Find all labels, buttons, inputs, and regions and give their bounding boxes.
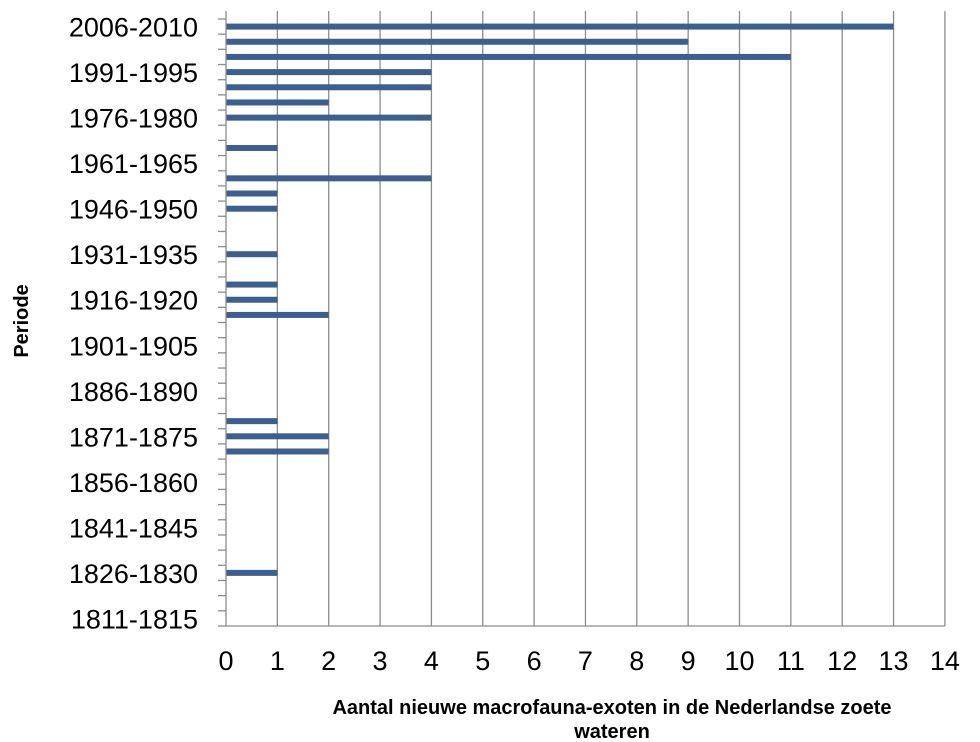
y-tick-label: 1946-1950	[69, 195, 198, 225]
bar-1976-1980	[226, 114, 432, 121]
bar-1916-1920	[226, 296, 278, 303]
y-tick-label: 1841-1845	[69, 513, 198, 543]
bar-1981-1985	[226, 99, 329, 106]
y-tick-label: 1886-1890	[69, 377, 198, 407]
x-tick-label: 11	[777, 646, 805, 676]
x-tick-label: 5	[475, 646, 490, 676]
x-tick-labels: 0 1 2 3 4 5 6 7 8 9 10 11 12 13 14	[218, 646, 959, 676]
y-tick-label: 1811-1815	[71, 604, 198, 634]
x-axis-title-line1: Aantal nieuwe macrofauna-exoten in de Ne…	[332, 697, 891, 719]
bar-1946-1950	[226, 205, 278, 212]
bars	[226, 23, 894, 576]
x-tick-label: 10	[724, 646, 754, 676]
bar-1871-1875	[226, 433, 329, 440]
bar-1931-1935	[226, 251, 278, 258]
y-tick-label: 1916-1920	[69, 286, 198, 316]
bar-1921-1925	[226, 281, 278, 288]
gridlines	[276, 11, 946, 626]
x-tick-label: 1	[270, 646, 285, 676]
bar-1826-1830	[226, 569, 278, 576]
bar-2006-2010	[226, 23, 894, 30]
bar-1956-1960	[226, 175, 432, 182]
x-tick-label: 12	[827, 646, 857, 676]
x-tick-label: 9	[681, 646, 696, 676]
bar-1991-1995	[226, 69, 432, 76]
x-tick-label: 13	[879, 646, 909, 676]
x-tick-label: 3	[373, 646, 388, 676]
y-axis-title: Periode	[11, 284, 33, 357]
x-tick-label: 2	[321, 646, 336, 676]
y-tick-label: 1976-1980	[69, 104, 198, 134]
y-tick-label: 1901-1905	[69, 331, 198, 361]
y-tick-labels: 1811-1815 1826-1830 1841-1845 1856-1860 1871…	[69, 13, 198, 635]
y-tick-label: 2006-2010	[69, 13, 198, 43]
y-tick-label: 1871-1875	[69, 422, 198, 452]
x-tick-label: 0	[218, 646, 233, 676]
bar-1911-1915	[226, 311, 329, 318]
x-tick-label: 4	[424, 646, 439, 676]
bar-1966-1970	[226, 144, 278, 151]
bar-2001-2005	[226, 38, 689, 45]
axes	[218, 11, 945, 627]
y-tick-label: 1991-1995	[69, 58, 198, 88]
y-tick-label: 1931-1935	[69, 240, 198, 270]
bar-1986-1990	[226, 84, 432, 91]
x-tick-label: 8	[629, 646, 644, 676]
bar-1876-1880	[226, 418, 278, 425]
y-tick-label: 1961-1965	[69, 149, 198, 179]
x-axis-title-line2: wateren	[573, 721, 650, 742]
bar-1951-1955	[226, 190, 278, 197]
y-tick-label: 1856-1860	[69, 468, 198, 498]
bar-1996-2000	[226, 53, 791, 60]
x-tick-label: 6	[527, 646, 542, 676]
bar-1866-1870	[226, 448, 329, 455]
x-tick-label: 7	[578, 646, 593, 676]
y-tick-label: 1826-1830	[69, 559, 198, 589]
x-tick-label: 14	[930, 646, 960, 676]
